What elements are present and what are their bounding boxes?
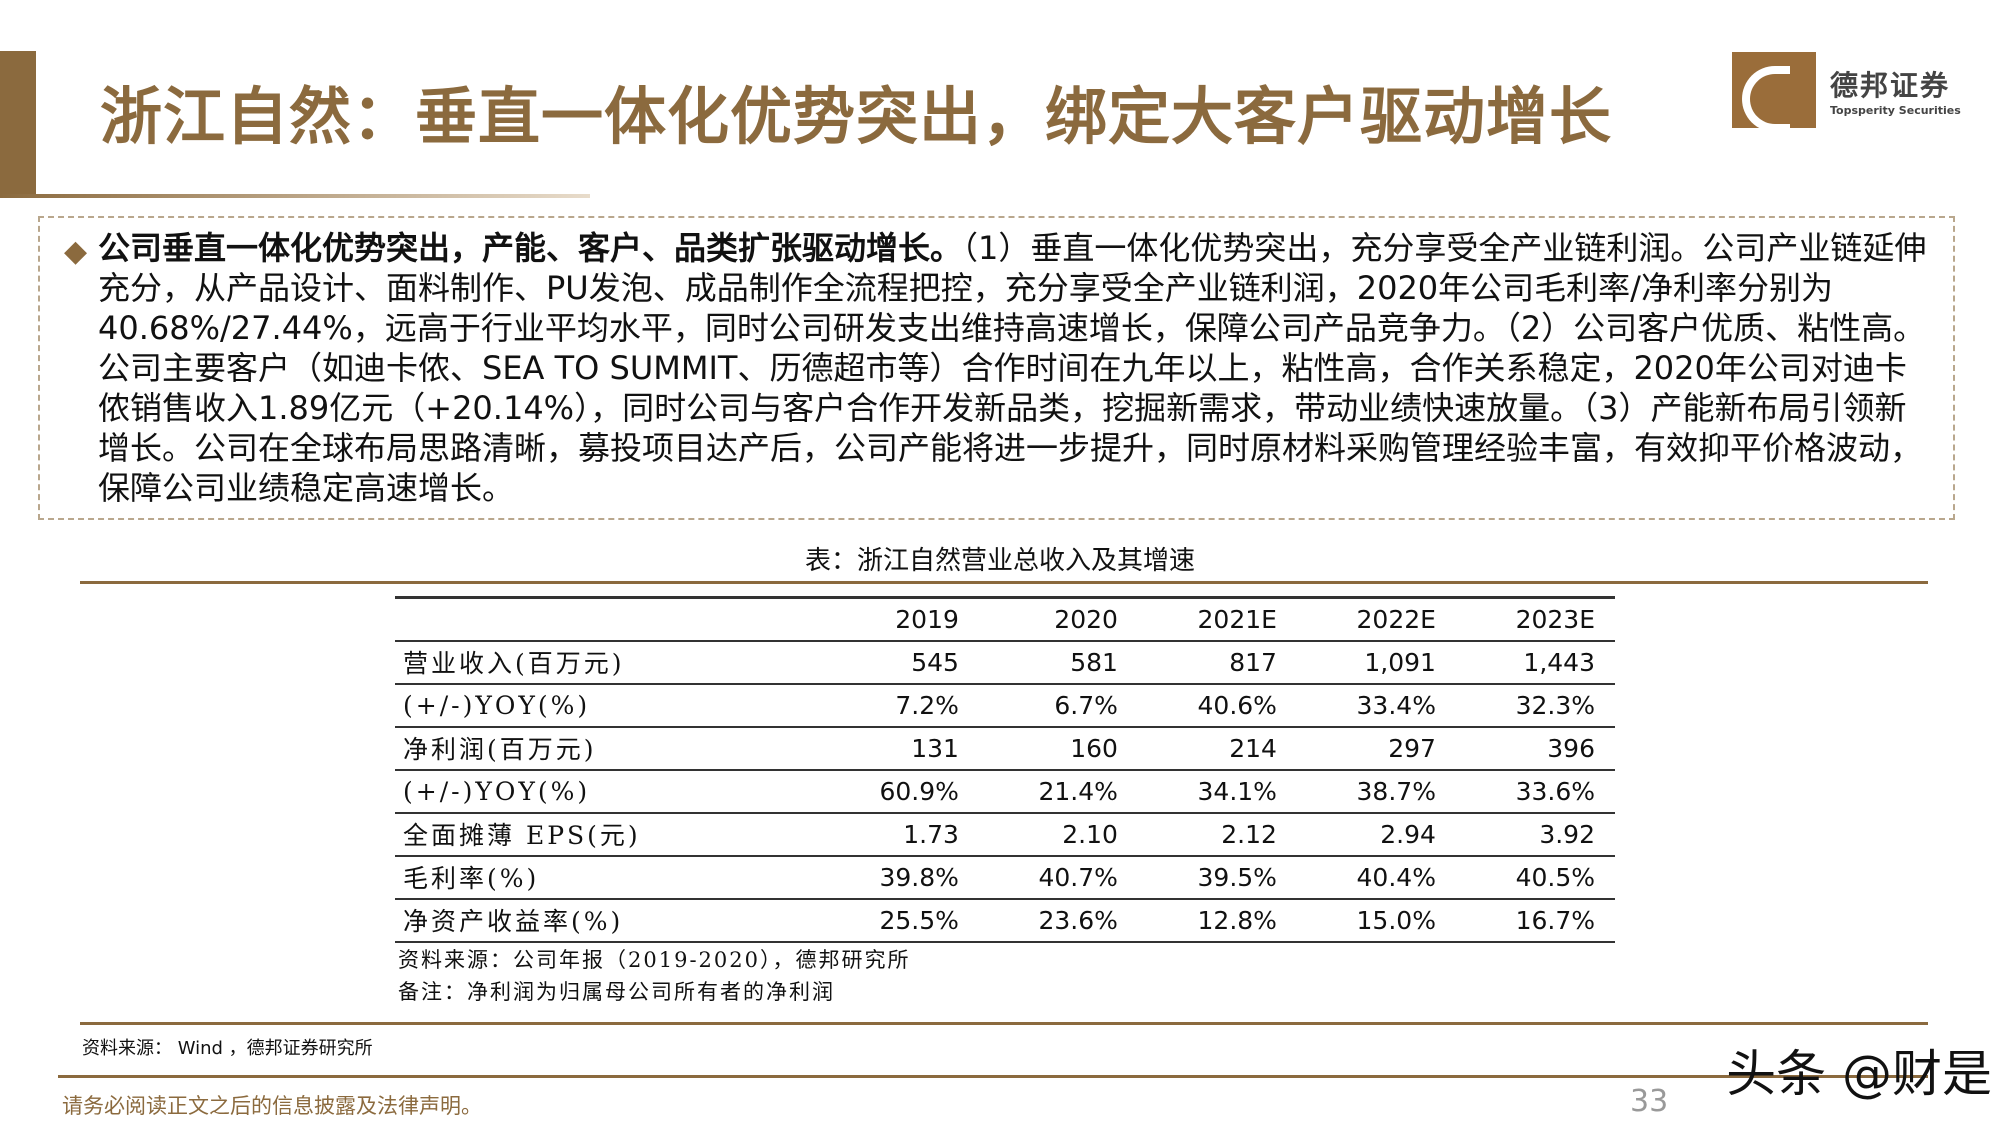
table-cell: 817 (1229, 647, 1277, 677)
table-cell: 32.3% (1515, 690, 1595, 720)
summary-text: （1）垂直一体化优势突出，充分享受全产业链利润。公司产业链延伸充分，从产品设计、… (98, 229, 1927, 507)
row-label: 全面摊薄 EPS(元) (403, 821, 641, 850)
table-row: 营业收入(百万元) 545 581 817 1,091 1,443 (395, 641, 1615, 684)
row-label: 净利润(百万元) (403, 735, 597, 764)
table-cell: 396 (1547, 733, 1595, 763)
table-row: (+/-)YOY(%) 7.2% 6.7% 40.6% 33.4% 32.3% (395, 684, 1615, 727)
divider (80, 581, 1928, 584)
footer-source: 资料来源： Wind ，德邦证券研究所 (82, 1038, 373, 1059)
title-underline (0, 194, 590, 198)
company-logo: 德邦证券 Topsperity Securities (1732, 52, 1961, 132)
table-cell: 2.12 (1221, 819, 1277, 849)
table-cell: 297 (1388, 733, 1436, 763)
table-cell: 23.6% (1038, 905, 1118, 935)
table-cell: 40.4% (1356, 862, 1436, 892)
disclaimer: 请务必阅读正文之后的信息披露及法律声明。 (62, 1094, 482, 1118)
table-cell: 1,091 (1364, 647, 1436, 677)
row-label: (+/-)YOY(%) (403, 776, 591, 806)
table-cell: 60.9% (879, 776, 959, 806)
table-row: 净资产收益率(%) 25.5% 23.6% 12.8% 15.0% 16.7% (395, 899, 1615, 942)
table-cell: 34.1% (1197, 776, 1277, 806)
row-label: (+/-)YOY(%) (403, 690, 591, 720)
table-cell: 33.6% (1515, 776, 1595, 806)
divider (80, 1022, 1928, 1025)
table-row: (+/-)YOY(%) 60.9% 21.4% 34.1% 38.7% 33.6% (395, 770, 1615, 813)
logo-en: Topsperity Securities (1830, 103, 1961, 117)
table-cell: 6.7% (1054, 690, 1118, 720)
table-cell: 2.10 (1062, 819, 1118, 849)
row-label: 营业收入(百万元) (403, 649, 625, 678)
table-cell: 16.7% (1515, 905, 1595, 935)
table-cell: 214 (1229, 733, 1277, 763)
table-row: 毛利率(%) 39.8% 40.7% 39.5% 40.4% 40.5% (395, 856, 1615, 899)
column-header: 2023E (1515, 604, 1595, 634)
financial-table: 2019 2020 2021E 2022E 2023E 营业收入(百万元) 545 581 8… (395, 596, 1615, 943)
table-cell: 1.73 (903, 819, 959, 849)
watermark: 头条 @财是 (1726, 1045, 1992, 1103)
table-cell: 21.4% (1038, 776, 1118, 806)
column-header: 2020 (1054, 604, 1118, 634)
page-title: 浙江自然：垂直一体化优势突出，绑定大客户驱动增长 (100, 80, 1613, 153)
table-cell: 39.5% (1197, 862, 1277, 892)
table-source: 资料来源：公司年报（2019-2020），德邦研究所 (398, 948, 911, 972)
summary-box: ◆ 公司垂直一体化优势突出，产能、客户、品类扩张驱动增长。（1）垂直一体化优势突… (38, 216, 1955, 520)
column-header: 2021E (1197, 604, 1277, 634)
table-cell: 40.6% (1197, 690, 1277, 720)
table-cell: 160 (1070, 733, 1118, 763)
diamond-bullet-icon: ◆ (64, 234, 88, 269)
divider (58, 1075, 1928, 1078)
table-cell: 581 (1070, 647, 1118, 677)
table-header-row: 2019 2020 2021E 2022E 2023E (395, 597, 1615, 641)
table-cell: 25.5% (879, 905, 959, 935)
table-row: 净利润(百万元) 131 160 214 297 396 (395, 727, 1615, 770)
row-label: 毛利率(%) (403, 864, 540, 893)
row-label: 净资产收益率(%) (403, 907, 624, 936)
table-cell: 545 (911, 647, 959, 677)
table-cell: 2.94 (1380, 819, 1436, 849)
table-cell: 38.7% (1356, 776, 1436, 806)
table-cell: 1,443 (1523, 647, 1595, 677)
table-cell: 131 (911, 733, 959, 763)
table-cell: 12.8% (1197, 905, 1277, 935)
table-cell: 7.2% (895, 690, 959, 720)
column-header: 2022E (1356, 604, 1436, 634)
title-accent-bar (0, 51, 36, 197)
leopard-logo-icon (1732, 52, 1816, 132)
table-cell: 40.7% (1038, 862, 1118, 892)
table-row: 全面摊薄 EPS(元) 1.73 2.10 2.12 2.94 3.92 (395, 813, 1615, 856)
table-cell: 33.4% (1356, 690, 1436, 720)
table-cell: 15.0% (1356, 905, 1436, 935)
table-cell: 3.92 (1539, 819, 1595, 849)
column-header (395, 598, 820, 641)
table-note: 备注：净利润为归属母公司所有者的净利润 (398, 980, 835, 1004)
page-number: 33 (1630, 1084, 1669, 1119)
column-header: 2019 (895, 604, 959, 634)
table-cell: 40.5% (1515, 862, 1595, 892)
summary-headline: 公司垂直一体化优势突出，产能、客户、品类扩张驱动增长。 (98, 229, 963, 267)
table-caption: 表：浙江自然营业总收入及其增速 (804, 546, 1195, 576)
table-cell: 39.8% (879, 862, 959, 892)
logo-cn: 德邦证券 (1830, 68, 1951, 102)
